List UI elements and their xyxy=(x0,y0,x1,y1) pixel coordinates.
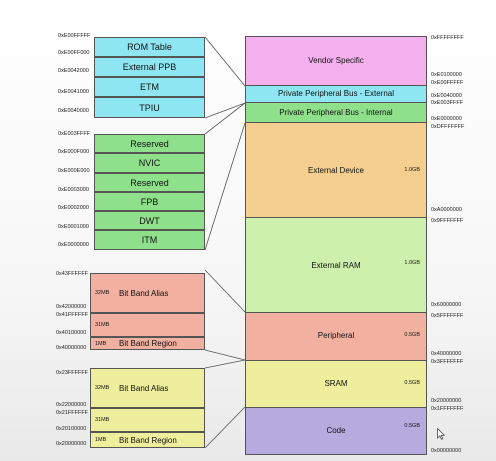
address-label: 0x23FFFFFF xyxy=(56,370,89,376)
address-label: 0x20000000 xyxy=(56,441,87,447)
row-label: Bit Band Alias xyxy=(119,383,169,393)
mouse-cursor-icon xyxy=(437,428,445,440)
address-label: 0x3FFFFFFF xyxy=(431,359,464,365)
ppb-ext-row: ROM Table xyxy=(94,37,205,57)
bitband-gap-row: 31MB xyxy=(90,313,205,337)
size-label: 32MB xyxy=(95,385,110,391)
row-label: Bit Band Alias xyxy=(119,288,169,298)
ppb-ext-row: ETM xyxy=(94,77,205,97)
address-label: 0x40000000 xyxy=(431,351,462,357)
bitband-region-row: 1MB Bit Band Region xyxy=(90,337,205,350)
address-label: 0x42000000 xyxy=(56,304,87,310)
bitband-region-row: 1MB Bit Band Region xyxy=(90,432,205,448)
size-label: 1.0GB xyxy=(404,260,420,266)
region-label: Vendor Specific xyxy=(308,56,364,65)
row-label: Bit Band Region xyxy=(119,435,177,445)
row-label: Reserved xyxy=(130,177,169,188)
address-label: 0xE0001000 xyxy=(58,224,89,230)
region-label: External RAM xyxy=(311,261,361,270)
address-label: 0xE0100000 xyxy=(431,72,462,78)
size-label: 1.0GB xyxy=(404,167,420,173)
address-label: 0xE0002000 xyxy=(58,205,89,211)
row-label: ETM xyxy=(140,82,159,92)
address-label: 0x20100000 xyxy=(56,426,87,432)
address-label: 0xE0041000 xyxy=(58,89,89,95)
address-label: 0x20000000 xyxy=(431,398,462,404)
row-label: NVIC xyxy=(138,158,161,168)
region-sram: SRAM 0.5GB xyxy=(245,360,427,408)
size-label: 0.5GB xyxy=(404,380,420,386)
address-label: 0x00000000 xyxy=(431,448,462,454)
address-label: 0xE003FFFF xyxy=(58,131,91,137)
region-label: SRAM xyxy=(324,379,348,388)
row-label: Reserved xyxy=(130,138,169,149)
address-label: 0x9FFFFFFF xyxy=(431,218,464,224)
address-label: 0x22000000 xyxy=(56,402,87,408)
region-label: Code xyxy=(326,426,346,435)
row-label: Bit Band Region xyxy=(119,339,177,348)
row-label: ROM Table xyxy=(127,42,172,52)
region-ppb-internal: Private Peripheral Bus - Internal xyxy=(245,102,427,123)
row-label: External PPB xyxy=(122,62,177,72)
address-label: 0xE0000000 xyxy=(431,116,462,122)
size-label: 0.5GB xyxy=(404,423,420,429)
size-label: 1MB xyxy=(95,437,107,443)
address-label: 0xE003FFFF xyxy=(431,100,464,106)
region-code: Code 0.5GB xyxy=(245,407,427,455)
region-vendor-specific: Vendor Specific xyxy=(245,36,427,86)
bitband-alias-row: 32MB Bit Band Alias xyxy=(90,273,205,313)
address-label: 0xE0003000 xyxy=(58,187,89,193)
region-label: Private Peripheral Bus - Internal xyxy=(279,108,393,117)
region-external-ram: External RAM 1.0GB xyxy=(245,217,427,313)
address-label: 0x21FFFFFF xyxy=(56,410,89,416)
address-label: 0xA0000000 xyxy=(431,207,462,213)
region-ppb-external: Private Peripheral Bus - External xyxy=(245,85,427,103)
row-label: DWT xyxy=(139,215,160,226)
address-label: 0xE0040000 xyxy=(431,93,462,99)
ppb-int-row: ITM xyxy=(94,230,205,250)
size-label: 32MB xyxy=(95,290,110,296)
region-label: Peripheral xyxy=(317,331,355,340)
size-label: 1MB xyxy=(95,340,107,347)
address-label: 0xE0040000 xyxy=(58,108,89,114)
address-label: 0x40100000 xyxy=(56,330,87,336)
address-label: 0xE000F000 xyxy=(58,149,90,155)
region-peripheral: Peripheral 0.5GB xyxy=(245,312,427,361)
address-label: 0xE00FFFFF xyxy=(58,33,91,39)
ppb-int-row: NVIC xyxy=(94,153,205,173)
address-label: 0x1FFFFFFF xyxy=(431,406,464,412)
ppb-int-row: Reserved xyxy=(94,134,205,153)
bitband-gap-row: 31MB xyxy=(90,408,205,432)
ppb-int-row: Reserved xyxy=(94,173,205,192)
address-label: 0xE00FF000 xyxy=(58,50,90,56)
ppb-int-row: DWT xyxy=(94,211,205,230)
ppb-ext-row: TPIU xyxy=(94,97,205,118)
address-label: 0xE0000000 xyxy=(58,242,89,248)
address-label: 0x60000000 xyxy=(431,302,462,308)
size-label: 31MB xyxy=(95,417,110,423)
row-label: FPB xyxy=(140,196,159,207)
address-label: 0xE00FFFFF xyxy=(431,80,464,86)
region-label: Private Peripheral Bus - External xyxy=(277,89,395,98)
address-label: 0x41FFFFFF xyxy=(56,312,89,318)
size-label: 31MB xyxy=(95,322,110,328)
bitband-alias-row: 32MB Bit Band Alias xyxy=(90,368,205,408)
size-label: 0.5GB xyxy=(404,332,420,338)
row-label: TPIU xyxy=(139,102,160,113)
address-label: 0xFFFFFFFF xyxy=(431,35,464,41)
ppb-int-row: FPB xyxy=(94,192,205,211)
address-label: 0x40000000 xyxy=(56,345,87,351)
ppb-ext-row: External PPB xyxy=(94,57,205,77)
address-label: 0xE000E000 xyxy=(58,168,90,174)
address-label: 0xE0042000 xyxy=(58,68,89,74)
address-label: 0x5FFFFFFF xyxy=(431,313,464,319)
row-label: ITM xyxy=(141,235,158,245)
address-label: 0x43FFFFFF xyxy=(56,271,89,277)
region-label: External Device xyxy=(307,166,365,175)
region-external-device: External Device 1.0GB xyxy=(245,122,427,218)
address-label: 0xDFFFFFFF xyxy=(431,124,465,130)
